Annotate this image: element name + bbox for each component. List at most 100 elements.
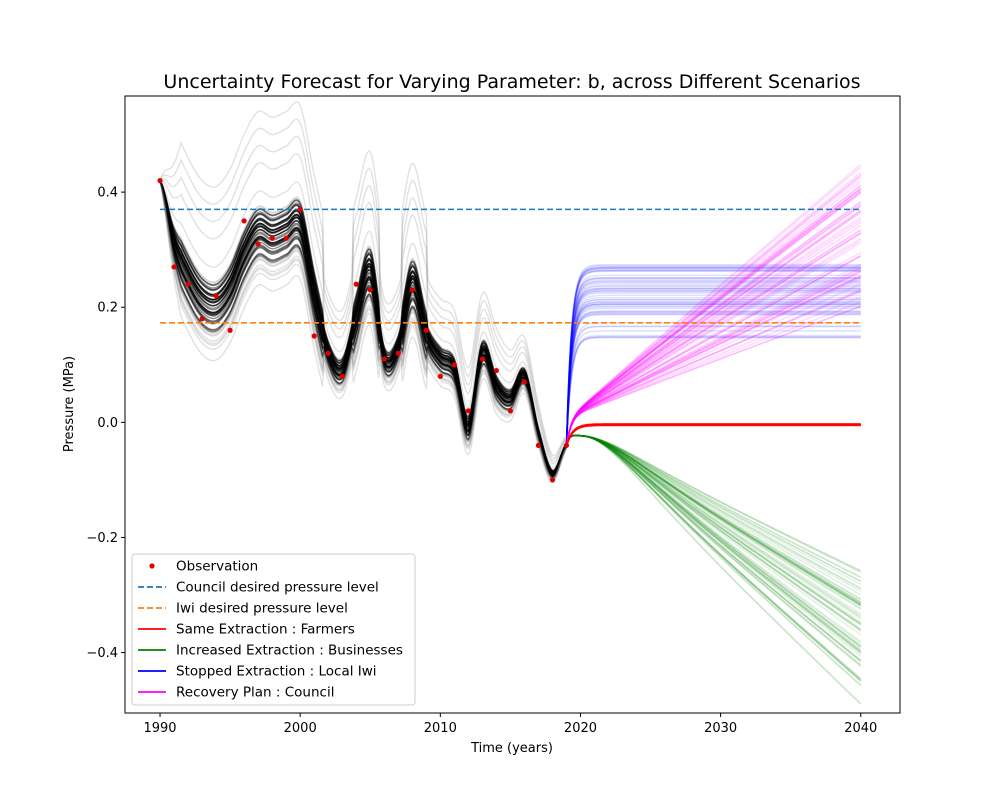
increased-extraction-line [565, 434, 862, 604]
recovery-plan-line [565, 205, 862, 446]
hindcast-line [159, 180, 568, 475]
observation-point [549, 477, 556, 483]
recovery-plan-line [565, 221, 862, 446]
recovery-plan-line [565, 200, 862, 446]
stopped-extraction-line [565, 290, 861, 446]
recovery-plan-line [565, 288, 862, 446]
hindcast-line [159, 180, 568, 479]
increased-extraction-line [565, 434, 862, 653]
recovery-plan-line [565, 255, 862, 446]
recovery-plan-line [565, 188, 862, 446]
chart-title: Uncertainty Forecast for Varying Paramet… [163, 71, 860, 93]
increased-extraction-line [565, 434, 862, 610]
recovery-plan-line [565, 211, 862, 446]
observation-point [269, 235, 275, 241]
increased-extraction-line [565, 434, 862, 705]
recovery-plan-line [565, 174, 862, 446]
hindcast-line [159, 180, 568, 476]
observation-point [325, 350, 331, 356]
stopped-extraction-line [565, 282, 861, 446]
stopped-extraction-line [565, 289, 861, 446]
increased-extraction-line [565, 434, 862, 654]
increased-extraction-line [565, 434, 862, 661]
hindcast-line [159, 180, 568, 471]
legend-label: Same Extraction : Farmers [176, 622, 355, 638]
increased-extraction-line [565, 434, 862, 680]
observation-point [213, 293, 219, 299]
increased-extraction-line [565, 434, 862, 705]
stopped-extraction-line [565, 303, 861, 446]
hindcast-line [159, 180, 568, 472]
stopped-extraction-line [565, 311, 861, 446]
hindcast-line [159, 180, 568, 474]
observation-point [451, 362, 457, 368]
increased-extraction-line [565, 434, 862, 647]
hindcast-line [159, 180, 568, 479]
increased-extraction-line [565, 434, 862, 631]
stopped-extraction-line [565, 305, 861, 446]
increased-extraction-line [565, 434, 862, 631]
hindcast-line [159, 180, 568, 478]
stopped-extraction-line [565, 336, 861, 446]
observation-point [493, 367, 499, 374]
observation-point [157, 178, 163, 184]
stopped-extraction-line [565, 279, 861, 446]
stopped-extraction-line [565, 267, 861, 446]
increased-extraction-line [565, 434, 862, 606]
stopped-extraction-line [565, 285, 861, 446]
stopped-extraction-line [565, 292, 861, 446]
observation-point [535, 442, 542, 448]
increased-extraction-line [565, 434, 862, 579]
recovery-plan-line [565, 216, 862, 446]
recovery-plan-line [565, 296, 862, 446]
hindcast-line [159, 180, 568, 473]
observation-point [255, 241, 261, 247]
increased-extraction-line [565, 434, 862, 585]
observation-point [199, 316, 205, 322]
stopped-extraction-line [565, 281, 861, 446]
hindcast-line [159, 180, 568, 482]
recovery-plan-line [565, 166, 862, 446]
recovery-plan-line [565, 269, 862, 446]
increased-extraction-line [565, 434, 862, 636]
recovery-plan-line [565, 163, 862, 446]
recovery-plan-line [565, 218, 862, 446]
observation-point [521, 379, 528, 385]
recovery-plan-line [565, 171, 862, 446]
legend-label: Stopped Extraction : Local Iwi [176, 664, 377, 680]
legend-marker [149, 563, 155, 569]
observation-point [479, 356, 485, 362]
increased-extraction-line [565, 434, 862, 583]
same-extraction-line [565, 423, 861, 446]
observation-point [395, 350, 401, 356]
increased-extraction-line [565, 434, 862, 615]
recovery-plan-line [565, 224, 862, 446]
hindcast-line [159, 180, 568, 477]
increased-extraction-line [565, 434, 862, 647]
plot-area [157, 101, 862, 705]
recovery-plan-line [565, 251, 862, 446]
recovery-plan-line [565, 301, 862, 446]
increased-extraction-line [565, 434, 862, 573]
increased-extraction-line [565, 434, 862, 657]
increased-extraction-line [565, 434, 862, 682]
recovery-plan-line [565, 277, 862, 446]
recovery-plan-line [565, 274, 862, 446]
increased-extraction-line [565, 434, 862, 600]
stopped-extraction-line [565, 307, 861, 446]
same-extraction-line [565, 424, 861, 446]
recovery-plan-line [565, 180, 862, 446]
recovery-plan-line [565, 305, 862, 446]
increased-extraction-line [565, 434, 862, 606]
increased-extraction-line [565, 434, 862, 625]
observation-point [437, 373, 443, 379]
stopped-extraction-line [565, 270, 861, 446]
increased-extraction-line [565, 434, 862, 572]
increased-extraction-line [565, 434, 862, 666]
hindcast-line [159, 180, 568, 474]
increased-extraction-line [565, 434, 862, 683]
increased-extraction-line [565, 434, 862, 625]
hindcast-line [159, 180, 568, 473]
hindcast-line [159, 180, 568, 479]
stopped-extraction-line [565, 277, 861, 446]
